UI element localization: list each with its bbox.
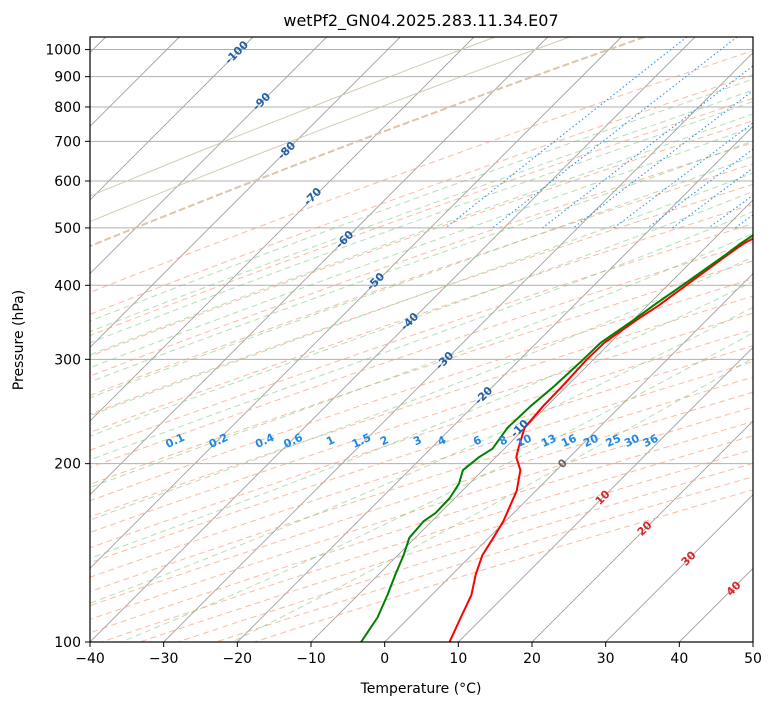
isotherm-line <box>237 125 753 642</box>
isotherm-line <box>384 273 753 642</box>
mixing-ratio-label: 36 <box>641 432 661 450</box>
plot-background <box>90 37 753 642</box>
dry-adiabat-line <box>177 462 753 642</box>
x-axis: −40 −30 −20 −10 0 10 20 30 40 50 <box>75 642 762 667</box>
y-axis: 1000 900 800 700 600 500 400 300 200 100 <box>45 43 90 651</box>
chart-title: wetPf2_GN04.2025.283.11.34.E07 <box>283 11 558 31</box>
isotherm-line <box>163 52 753 642</box>
dry-adiabat-line <box>90 361 753 578</box>
moist-adiabat-line <box>90 172 753 417</box>
dry-adiabat-line <box>90 37 570 223</box>
x-tick-label: 30 <box>597 651 615 667</box>
isotherm-line <box>310 199 753 642</box>
y-tick-label: 300 <box>54 352 81 368</box>
mixing-ratio-label: 20 <box>581 432 601 450</box>
isotherm-line <box>90 37 475 422</box>
mixing-ratio-label: 10 <box>514 432 534 450</box>
x-tick-label: 20 <box>523 651 541 667</box>
isotherm-line <box>90 37 696 642</box>
isotherm-line <box>90 37 548 496</box>
x-tick-label: 50 <box>744 651 762 667</box>
y-tick-label: 900 <box>54 70 81 86</box>
y-tick-label: 1000 <box>45 43 81 59</box>
moist-adiabat-line <box>90 155 753 399</box>
moist-adiabat-line <box>90 113 753 356</box>
mixing-ratio-line <box>613 122 753 229</box>
x-tick-label: −20 <box>223 651 253 667</box>
x-tick-label: −40 <box>75 651 105 667</box>
isotherm-line <box>90 37 254 201</box>
dry-adiabat-line <box>90 183 753 415</box>
guide-lines <box>90 37 753 642</box>
y-tick-label: 400 <box>54 278 81 294</box>
temperature-profile-line <box>448 237 753 642</box>
moist-adiabat-line <box>90 89 753 333</box>
dry-adiabat-line <box>90 37 645 248</box>
dry-adiabat-line <box>90 37 496 197</box>
y-tick-label: 200 <box>54 457 81 473</box>
mixing-ratio-line <box>542 65 753 229</box>
x-tick-label: 40 <box>670 651 688 667</box>
isotherm-line <box>531 420 753 642</box>
x-tick-label: 0 <box>380 651 389 667</box>
x-tick-label: −30 <box>149 651 179 667</box>
moist-adiabat-line <box>90 306 753 604</box>
dry-adiabat-line <box>90 163 753 396</box>
dry-adiabat-line <box>90 120 753 357</box>
moist-adiabat-line <box>90 101 753 344</box>
mixing-ratio-line <box>672 167 753 229</box>
isotherm-line <box>90 37 622 569</box>
dry-adiabat-line <box>90 142 753 377</box>
moist-adiabat-line <box>90 126 753 369</box>
moist-adiabat-line <box>90 190 753 437</box>
y-tick-label: 600 <box>54 174 81 190</box>
dry-adiabat-line <box>139 449 753 642</box>
dry-adiabat-line <box>90 329 753 549</box>
y-tick-label: 700 <box>54 134 81 150</box>
isotherm-line <box>90 37 327 275</box>
y-tick-label: 500 <box>54 221 81 237</box>
mixing-ratio-label: 13 <box>539 432 558 450</box>
dry-adiabat-line <box>90 345 753 564</box>
moist-adiabat-line <box>90 140 753 383</box>
x-axis-label: Temperature (°C) <box>360 681 482 697</box>
sounding-profiles <box>360 234 753 642</box>
dry-adiabat-line <box>90 50 753 293</box>
mixing-ratio-label: 16 <box>559 432 579 450</box>
y-tick-label: 800 <box>54 100 81 116</box>
mixing-ratio-label: 30 <box>622 432 642 450</box>
y-tick-label: 100 <box>54 635 81 651</box>
isotherm-line <box>605 494 753 642</box>
dry-adiabat-line <box>215 476 753 642</box>
y-axis-label: Pressure (hPa) <box>11 290 27 390</box>
mixing-ratio-label: 25 <box>604 432 623 450</box>
isotherm-line <box>458 346 753 642</box>
dry-adiabat-line <box>90 97 753 337</box>
moist-adiabat-line <box>121 332 753 642</box>
mixing-ratio-line <box>445 37 688 229</box>
dry-adiabat-line <box>254 489 753 642</box>
isotherm-line <box>752 641 753 642</box>
plot-frame <box>89 36 754 643</box>
x-tick-label: 10 <box>449 651 467 667</box>
dewpoint-profile-line <box>360 234 753 642</box>
x-tick-label: −10 <box>296 651 326 667</box>
